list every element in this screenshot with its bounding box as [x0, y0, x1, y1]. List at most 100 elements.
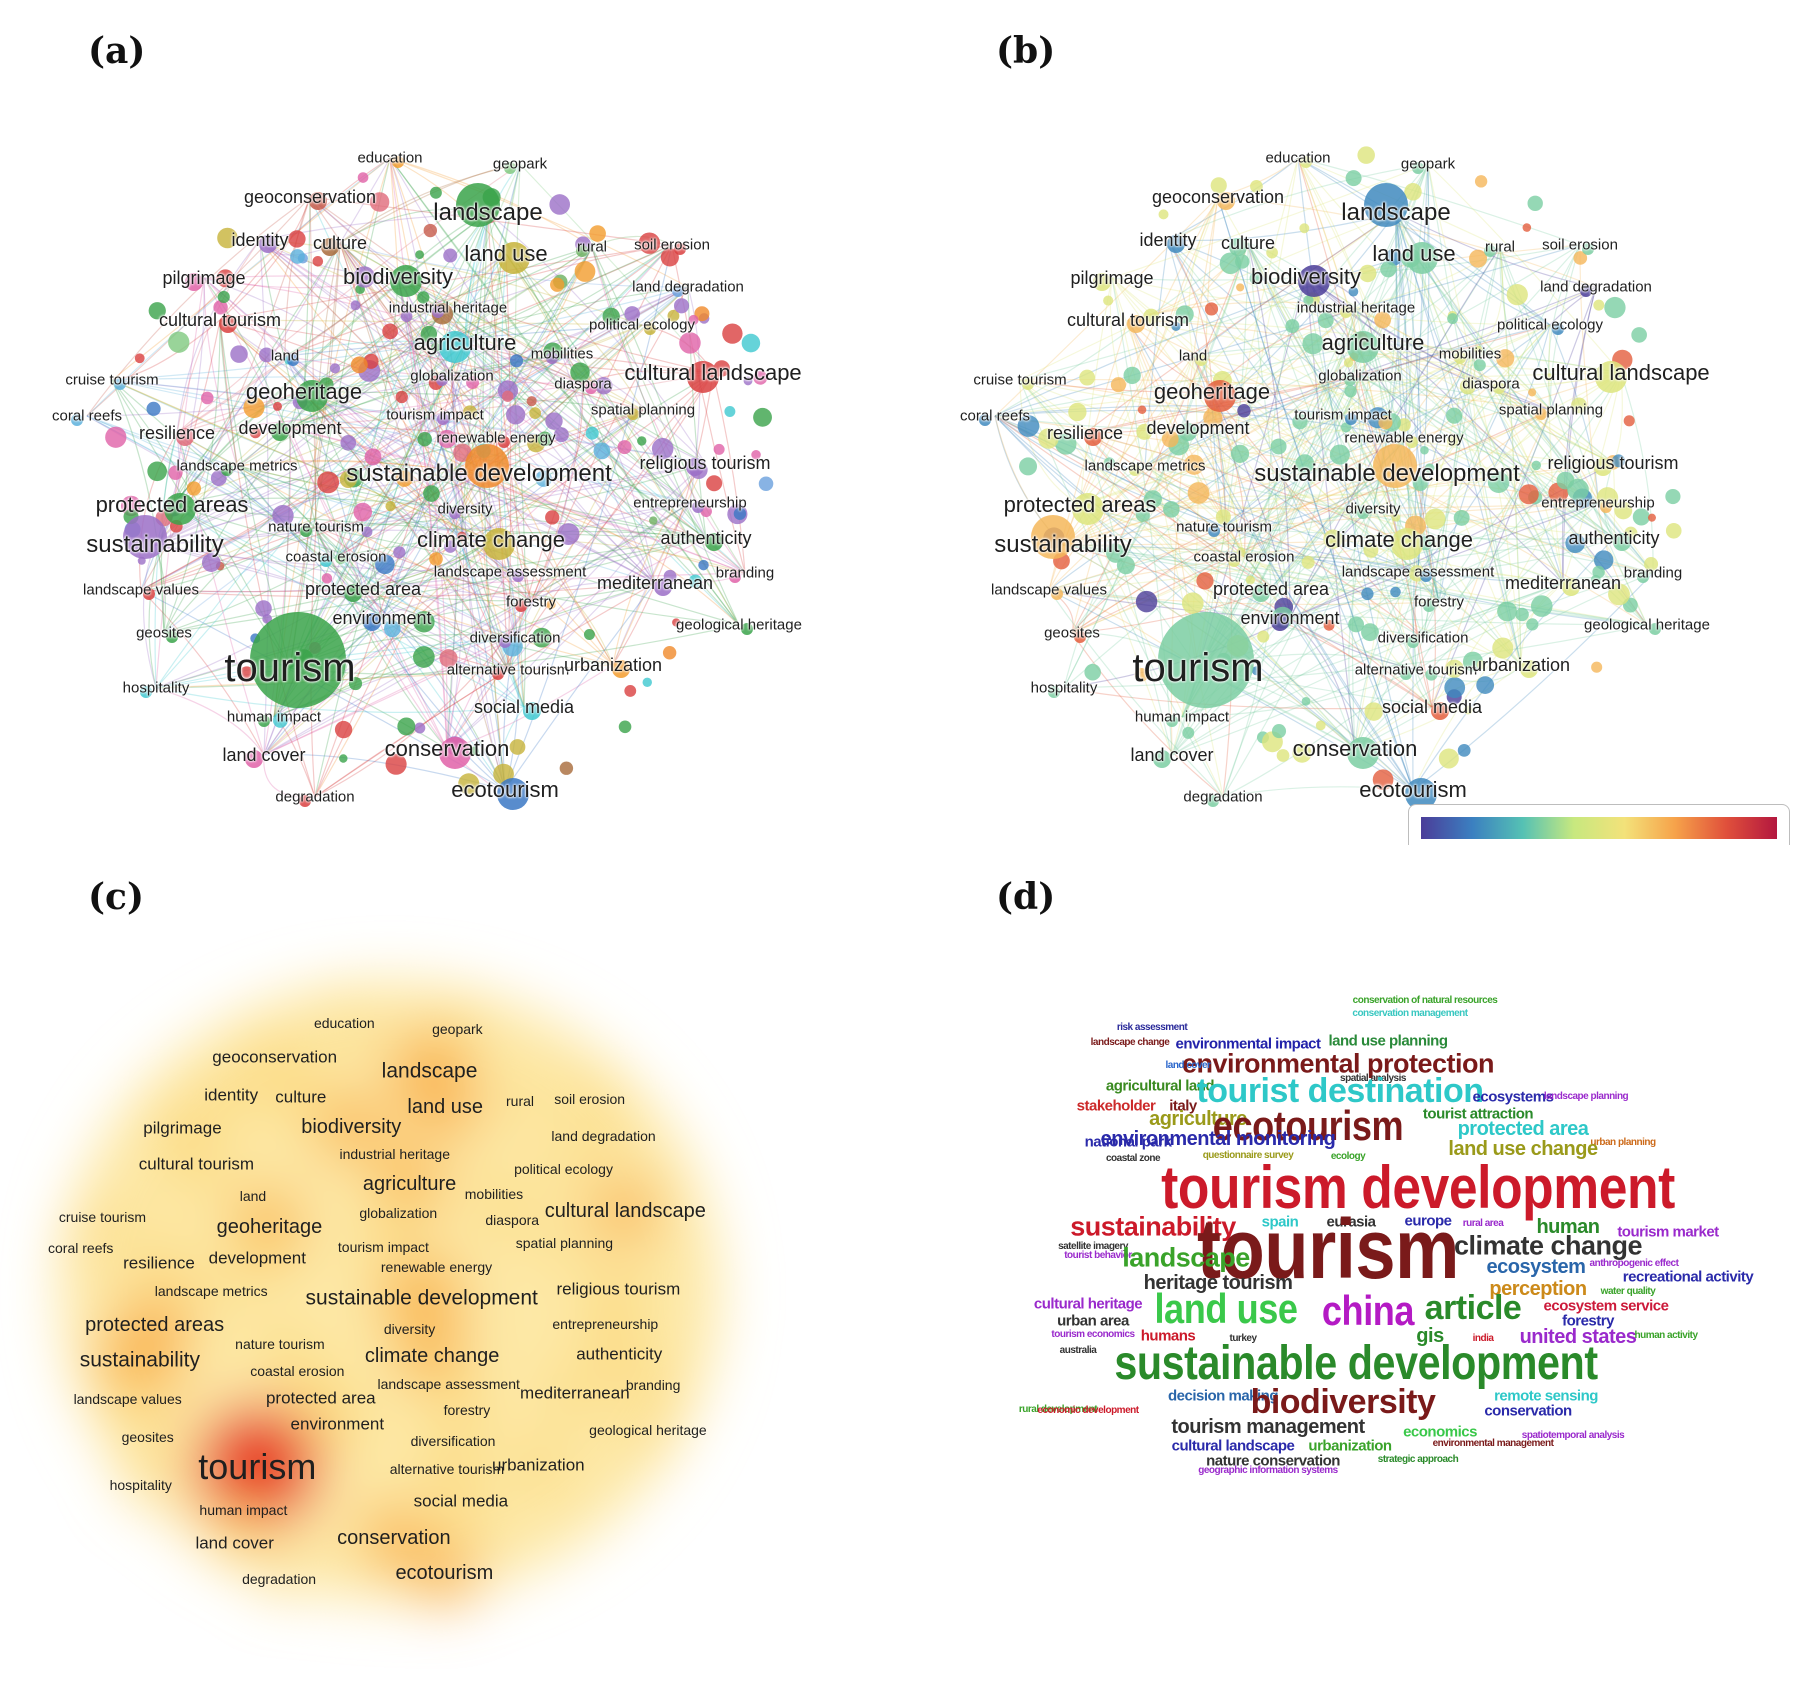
minor-node [1358, 264, 1377, 283]
minor-node [1593, 299, 1605, 311]
edge [514, 163, 525, 708]
edge [1192, 355, 1599, 504]
keyword-node [686, 458, 704, 476]
edge [163, 319, 221, 634]
edge [1359, 286, 1597, 377]
edge [1415, 409, 1552, 671]
edge [612, 462, 706, 666]
keyword-node [1520, 660, 1538, 678]
keyword-node [627, 408, 639, 420]
minor-node [1038, 428, 1059, 449]
density-spot [635, 1366, 672, 1403]
density-spot [359, 1503, 428, 1572]
edge [1079, 372, 1622, 506]
density-spot [210, 1518, 259, 1567]
edge [1359, 375, 1552, 411]
edge [140, 588, 364, 593]
minor-node [637, 436, 647, 446]
word-cloud-term: humans [1140, 1327, 1196, 1345]
edge [1071, 588, 1272, 634]
density-spot [365, 1229, 402, 1266]
minor-node [1404, 183, 1422, 201]
density-keyword-label: landscape values [73, 1391, 182, 1408]
density-keyword-label: education [313, 1015, 375, 1032]
density-spot [62, 1229, 99, 1266]
edge [1499, 246, 1552, 411]
keyword-node [114, 378, 126, 390]
minor-node [1235, 254, 1250, 269]
word-cloud-term: sustainability [1070, 1211, 1236, 1242]
edge [303, 391, 516, 639]
edge [1359, 375, 1615, 539]
edge [339, 242, 453, 377]
density-keyword-label: geoconservation [212, 1047, 338, 1067]
edge [397, 276, 448, 750]
minor-node [758, 476, 774, 492]
edge [155, 687, 265, 756]
minor-node [741, 333, 761, 353]
edge [1217, 196, 1597, 288]
word-cloud-term: water quality [1600, 1286, 1656, 1297]
network-edges [86, 157, 746, 798]
edge [397, 276, 525, 708]
edge [314, 242, 341, 528]
density-keyword-label: culture [275, 1087, 327, 1107]
edge [1549, 324, 1599, 504]
panel-label-b: (b) [996, 30, 1056, 72]
minor-node [385, 501, 396, 512]
keyword-node [498, 436, 510, 448]
word-cloud-term: protected area [1457, 1118, 1589, 1140]
minor-node [535, 470, 552, 487]
minor-node [255, 600, 272, 617]
edge [1490, 383, 1614, 464]
edge [1520, 582, 1564, 666]
minor-node [1592, 565, 1605, 579]
edge [315, 526, 383, 619]
edge [1422, 246, 1501, 639]
density-labels: education geopark geoconservation landscape… [0, 846, 907, 1691]
density-keyword-label: land [239, 1187, 267, 1204]
edge [1469, 353, 1522, 666]
density-spot [448, 1391, 485, 1428]
edge [171, 212, 489, 506]
minor-node [1196, 572, 1214, 590]
edge [339, 242, 656, 584]
overlay-keyword-label: coastal erosion [1193, 548, 1295, 566]
edge [140, 244, 673, 591]
density-spot [276, 1073, 325, 1122]
density-keyword-label: sustainability [79, 1348, 200, 1372]
edge [1223, 526, 1564, 584]
edge [1247, 242, 1291, 619]
edge [362, 588, 509, 671]
density-keyword-label: rural [506, 1092, 535, 1109]
minor-node [688, 574, 702, 588]
minor-node [1137, 405, 1147, 414]
density-spot [158, 1103, 207, 1152]
edge [339, 242, 689, 288]
keyword-nodes [979, 156, 1661, 810]
edge [487, 212, 532, 603]
edge [335, 324, 643, 558]
edge [1192, 212, 1397, 357]
edge [1222, 669, 1417, 798]
density-keyword-label: resilience [123, 1253, 195, 1273]
overlay-keyword-label: land degradation [1540, 278, 1652, 296]
minor-node [1361, 623, 1379, 642]
keyword-node [1072, 493, 1104, 525]
overlay-keyword-label: identity [1139, 230, 1197, 250]
edge [284, 196, 311, 357]
edge [111, 375, 453, 381]
edge [309, 196, 525, 708]
density-keyword-label: diaspora [485, 1212, 540, 1229]
density-keyword-label: geoheritage [216, 1216, 323, 1239]
edge [362, 502, 691, 590]
edge [289, 426, 497, 439]
minor-node [1103, 295, 1114, 306]
word-cloud-term: article [1424, 1289, 1522, 1327]
edge [1247, 242, 1400, 541]
minor-node [393, 546, 406, 559]
edge [397, 276, 466, 510]
word-cloud-term: satellite imagery [1058, 1241, 1128, 1252]
word-cloud-term: tourism management [1171, 1416, 1365, 1438]
edge [1048, 589, 1440, 606]
